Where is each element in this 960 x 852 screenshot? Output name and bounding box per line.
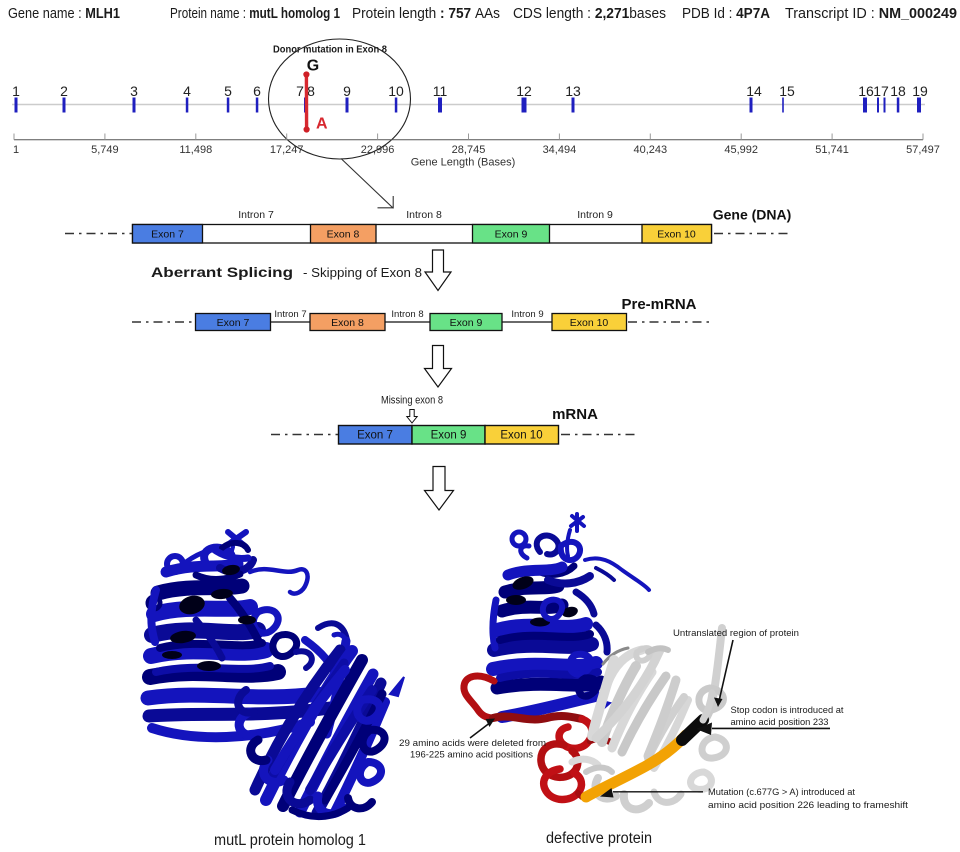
- svg-text:17,247: 17,247: [270, 144, 304, 156]
- svg-text:1: 1: [12, 83, 20, 99]
- svg-text:Intron 8: Intron 8: [391, 309, 423, 320]
- svg-text:Exon 7: Exon 7: [151, 229, 184, 241]
- svg-text:Protein name : mutL homolog 1: Protein name : mutL homolog 1: [170, 6, 340, 22]
- svg-text:29 amino acids were deleted fr: 29 amino acids were deleted from: [399, 738, 546, 749]
- svg-text:51,741: 51,741: [815, 144, 849, 156]
- svg-text:Exon 8: Exon 8: [331, 317, 364, 329]
- svg-text:Aberrant Splicing: Aberrant Splicing: [151, 264, 293, 280]
- svg-text:Protein length : 757 AAs: Protein length : 757 AAs: [352, 6, 500, 22]
- svg-text:7: 7: [296, 83, 304, 99]
- svg-text:13: 13: [565, 83, 581, 99]
- svg-text:Exon 9: Exon 9: [495, 229, 528, 241]
- svg-text:Exon 8: Exon 8: [327, 229, 360, 241]
- svg-text:5: 5: [224, 83, 232, 99]
- svg-text:Exon 10: Exon 10: [570, 317, 609, 329]
- svg-text:PDB Id : 4P7A: PDB Id : 4P7A: [682, 6, 770, 22]
- svg-text:34,494: 34,494: [543, 144, 577, 156]
- svg-text:A: A: [316, 116, 328, 133]
- svg-text:Intron 9: Intron 9: [577, 209, 613, 221]
- svg-text:17: 17: [873, 83, 889, 99]
- svg-text:G: G: [307, 58, 319, 75]
- svg-text:40,243: 40,243: [633, 144, 667, 156]
- svg-text:mutL protein homolog 1: mutL protein homolog 1: [214, 832, 366, 849]
- svg-text:Gene Length (Bases): Gene Length (Bases): [411, 157, 516, 169]
- svg-text:2: 2: [60, 83, 68, 99]
- svg-text:Intron 9: Intron 9: [511, 309, 543, 320]
- svg-text:Exon 10: Exon 10: [500, 430, 542, 442]
- svg-text:amino acid position 226 leadi: amino acid position 226 leading to frame…: [708, 800, 908, 811]
- svg-text:mRNA: mRNA: [552, 406, 598, 423]
- svg-text:Gene name : MLH1: Gene name : MLH1: [8, 6, 120, 22]
- svg-text:Missing exon 8: Missing exon 8: [381, 395, 443, 407]
- svg-text:defective protein: defective protein: [546, 830, 652, 847]
- svg-text:Untranslated region of protein: Untranslated region of protein: [673, 628, 799, 639]
- svg-text:Exon 7: Exon 7: [217, 317, 250, 329]
- svg-text:1: 1: [13, 144, 19, 156]
- svg-text:amino acid position 233: amino acid position 233: [731, 717, 829, 728]
- svg-text:4: 4: [183, 83, 191, 99]
- svg-text:Transcript ID : NM_000249: Transcript ID : NM_000249: [785, 6, 957, 22]
- svg-text:45,992: 45,992: [724, 144, 758, 156]
- svg-text:5,749: 5,749: [91, 144, 119, 156]
- svg-text:11,498: 11,498: [179, 144, 212, 156]
- svg-text:16: 16: [858, 83, 874, 99]
- svg-text:Intron 7: Intron 7: [238, 209, 274, 221]
- svg-text:Intron 8: Intron 8: [406, 209, 442, 221]
- svg-text:15: 15: [779, 83, 795, 99]
- svg-text:Donor mutation in Exon 8: Donor mutation in Exon 8: [273, 44, 387, 56]
- svg-text:18: 18: [890, 83, 906, 99]
- svg-text:19: 19: [912, 83, 928, 99]
- svg-text:- Skipping of Exon 8: - Skipping of Exon 8: [303, 266, 422, 280]
- svg-text:Mutation (c.677G > A) introduc: Mutation (c.677G > A) introduced at: [708, 787, 855, 798]
- svg-text:Gene (DNA): Gene (DNA): [713, 207, 792, 223]
- svg-text:12: 12: [516, 83, 532, 99]
- svg-text:11: 11: [433, 83, 448, 99]
- svg-text:Stop codon is introduced at: Stop codon is introduced at: [731, 705, 844, 716]
- svg-text:9: 9: [343, 83, 351, 99]
- svg-text:Exon 9: Exon 9: [431, 430, 467, 442]
- svg-text:Exon 10: Exon 10: [657, 229, 696, 241]
- svg-text:28,745: 28,745: [452, 144, 486, 156]
- svg-text:8: 8: [307, 83, 315, 99]
- svg-text:10: 10: [388, 83, 404, 99]
- svg-text:Intron 7: Intron 7: [274, 309, 306, 320]
- svg-text:57,497: 57,497: [906, 144, 940, 156]
- svg-text:Exon 9: Exon 9: [450, 317, 483, 329]
- svg-text:Pre-mRNA: Pre-mRNA: [621, 296, 696, 313]
- svg-text:3: 3: [130, 83, 138, 99]
- svg-text:Exon 7: Exon 7: [357, 430, 393, 442]
- svg-text:CDS length : 2,271bases: CDS length : 2,271bases: [513, 6, 666, 22]
- svg-text:6: 6: [253, 83, 261, 99]
- svg-text:196-225 amino acid positions: 196-225 amino acid positions: [410, 750, 533, 761]
- svg-text:22,996: 22,996: [361, 144, 395, 156]
- svg-text:14: 14: [746, 83, 762, 99]
